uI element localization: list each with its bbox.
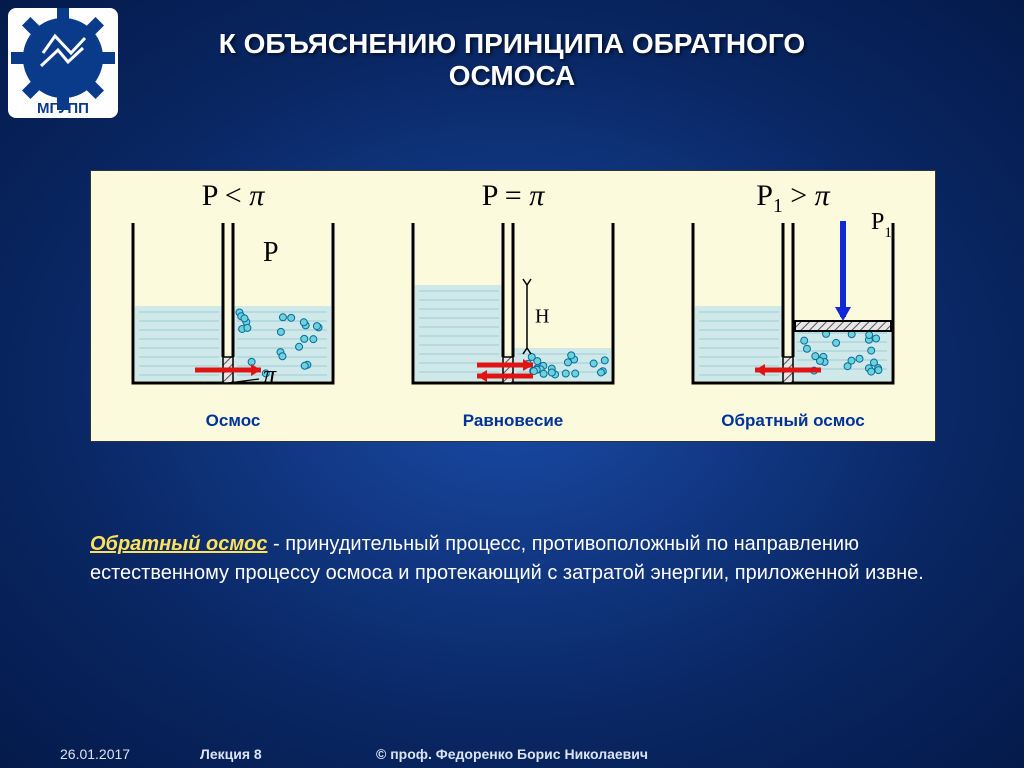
diagram-panel: P < πPπОсмос P = πHРавновесие P1 > πP1Об… — [90, 170, 936, 442]
footer-credit: © проф. Федоренко Борис Николаевич — [0, 746, 1024, 762]
diagram-reverse-osmosis: P1 > πP1Обратный осмос — [663, 171, 923, 441]
svg-text:H: H — [535, 306, 549, 328]
diagram-osmosis: P < π Pπ Осмос — [103, 171, 363, 441]
eqn-2: P = π — [383, 179, 643, 213]
logo-text: МГУПП — [37, 100, 89, 117]
svg-text:P1: P1 — [871, 213, 892, 241]
svg-text:π: π — [263, 360, 277, 389]
label-2: Равновесие — [383, 411, 643, 431]
explanation-text: Обратный осмос - принудительный процесс,… — [90, 530, 934, 588]
label-1: Осмос — [103, 411, 363, 431]
diagram-equilibrium: P = π H Равновесие — [383, 171, 643, 441]
eqn-1: P < π — [103, 179, 363, 213]
label-3: Обратный осмос — [663, 411, 923, 431]
slide-title: К ОБЪЯСНЕНИЮ ПРИНЦИПА ОБРАТНОГО ОСМОСА — [122, 0, 902, 92]
logo-badge: МГУПП — [8, 8, 118, 118]
svg-text:P: P — [263, 237, 279, 268]
title-line2: ОСМОСА — [122, 60, 902, 92]
title-line1: К ОБЪЯСНЕНИЮ ПРИНЦИПА ОБРАТНОГО — [122, 28, 902, 60]
explanation-term: Обратный осмос — [90, 533, 267, 555]
